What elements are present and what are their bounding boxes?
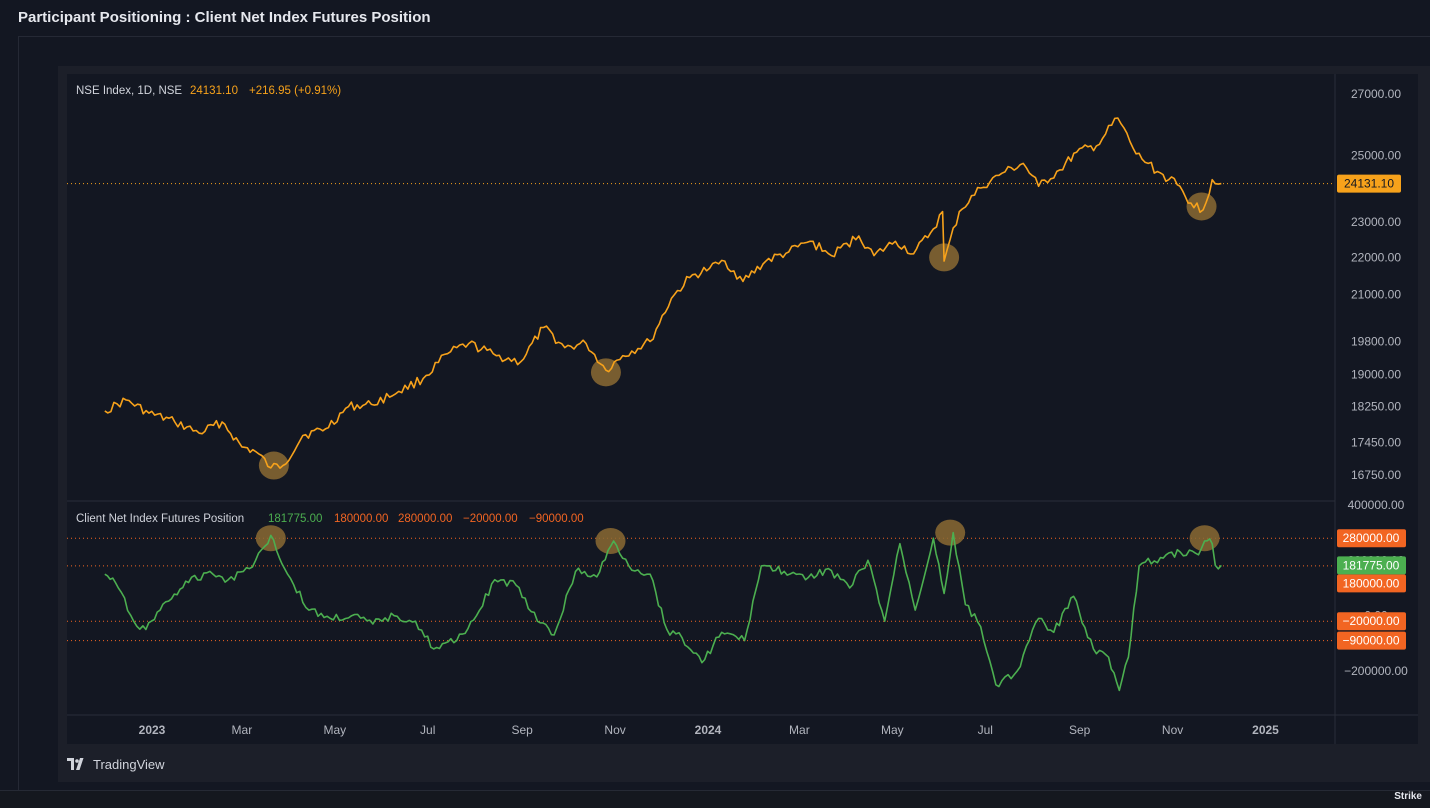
price-pane[interactable]: 27000.00 25000.00 23000.00 22000.00 21000.00… xyxy=(67,85,1401,482)
time-tick-label: Jul xyxy=(978,723,993,737)
time-tick-label: Mar xyxy=(789,723,810,737)
indicator-level-badges: 280000.00 180000.00 −20000.00 −90000.00 xyxy=(1337,529,1406,650)
indicator-legend[interactable]: Client Net Index Futures Position 181775… xyxy=(76,513,584,525)
time-tick-label: 2023 xyxy=(139,723,166,737)
time-axis[interactable]: 2023 Mar May Jul Sep Nov 2024 Mar May Jul Sep Nov 20… xyxy=(139,723,1280,737)
bottom-strip xyxy=(0,790,1430,808)
price-tick-label: 18250.00 xyxy=(1351,400,1401,414)
indicator-levels xyxy=(67,537,1335,642)
time-tick-label: Mar xyxy=(232,723,253,737)
price-last-badge: 24131.10 xyxy=(1337,174,1401,193)
price-legend-change: +216.95 (+0.91%) xyxy=(249,85,341,97)
indicator-level-badge-bg xyxy=(1337,612,1406,631)
tradingview-logo-icon xyxy=(67,758,84,770)
indicator-tick-label: −200000.00 xyxy=(1344,664,1408,678)
indicator-legend-value-level-minus-20000: −20000.00 xyxy=(463,513,518,525)
indicator-highlight-circle xyxy=(935,519,966,546)
indicator-level-badge-bg xyxy=(1337,631,1406,650)
indicator-highlight-circle xyxy=(1189,525,1220,552)
price-series-line xyxy=(104,117,1222,469)
price-highlight-circle xyxy=(590,358,621,387)
indicator-tick-label: 400000.00 xyxy=(1348,498,1405,512)
price-highlight-circle xyxy=(1186,192,1217,221)
time-tick-label: Nov xyxy=(604,723,625,737)
indicator-legend-name[interactable]: Client Net Index Futures Position xyxy=(76,513,244,525)
indicator-last-badge: 181775.00 xyxy=(1337,556,1406,575)
time-tick-label: May xyxy=(323,723,346,737)
indicator-level-badge-text: 280000.00 xyxy=(1343,531,1400,545)
page-title: Participant Positioning : Client Net Ind… xyxy=(18,9,431,26)
dashboard-frame xyxy=(18,36,1430,797)
indicator-legend-value-level-280000: 280000.00 xyxy=(398,513,452,525)
time-tick-label: Nov xyxy=(1162,723,1183,737)
indicator-level-badge-text: −20000.00 xyxy=(1342,614,1399,628)
indicator-legend-value-level-180000: 180000.00 xyxy=(334,513,388,525)
time-tick-label: Sep xyxy=(1069,723,1091,737)
strike-watermark: Strike xyxy=(1394,791,1422,802)
price-tick-label: 27000.00 xyxy=(1351,87,1401,101)
tradingview-label: TradingView xyxy=(93,756,165,772)
price-legend[interactable]: NSE Index, 1D, NSE 24131.10 +216.95 (+0.… xyxy=(76,85,341,97)
price-highlight-circle xyxy=(258,451,289,480)
indicator-highlight-circle xyxy=(255,525,286,552)
price-tick-label: 17450.00 xyxy=(1351,435,1401,449)
indicator-highlights xyxy=(255,519,1220,554)
time-tick-label: 2025 xyxy=(1252,723,1279,737)
price-tick-label: 19000.00 xyxy=(1351,367,1401,381)
indicator-last-badge-bg xyxy=(1337,556,1406,575)
price-last-badge-text: 24131.10 xyxy=(1344,177,1394,191)
indicator-level-badge-bg xyxy=(1337,574,1406,593)
time-tick-label: May xyxy=(881,723,904,737)
time-tick-label: Sep xyxy=(511,723,533,737)
price-legend-symbol[interactable]: NSE Index, 1D, NSE xyxy=(76,85,182,97)
indicator-level-badge-bg xyxy=(1337,529,1406,548)
tradingview-brand[interactable]: TradingView xyxy=(67,755,165,773)
indicator-pane[interactable]: 400000.00200000.000.00−200000.00 280000.… xyxy=(67,498,1408,692)
time-tick-label: 2024 xyxy=(695,723,722,737)
indicator-series-line xyxy=(104,531,1222,692)
price-axis[interactable]: 27000.00 25000.00 23000.00 22000.00 21000.00… xyxy=(1351,87,1401,482)
price-tick-label: 16750.00 xyxy=(1351,468,1401,482)
price-tick-label: 21000.00 xyxy=(1351,288,1401,302)
indicator-last-badge-text: 181775.00 xyxy=(1343,558,1400,572)
price-tick-label: 19800.00 xyxy=(1351,335,1401,349)
price-tick-label: 25000.00 xyxy=(1351,148,1401,162)
chart-panel xyxy=(67,74,1418,744)
indicator-legend-value-current: 181775.00 xyxy=(268,513,322,525)
price-last-badge-bg xyxy=(1337,174,1401,193)
price-tick-label: 22000.00 xyxy=(1351,250,1401,264)
indicator-level-badge-text: 180000.00 xyxy=(1343,576,1400,590)
indicator-legend-value-level-minus-90000: −90000.00 xyxy=(529,513,584,525)
indicator-highlight-circle xyxy=(595,527,626,554)
time-tick-label: Jul xyxy=(420,723,435,737)
price-tick-label: 23000.00 xyxy=(1351,215,1401,229)
price-legend-last: 24131.10 xyxy=(190,85,238,97)
indicator-level-badge-text: −90000.00 xyxy=(1342,634,1399,648)
